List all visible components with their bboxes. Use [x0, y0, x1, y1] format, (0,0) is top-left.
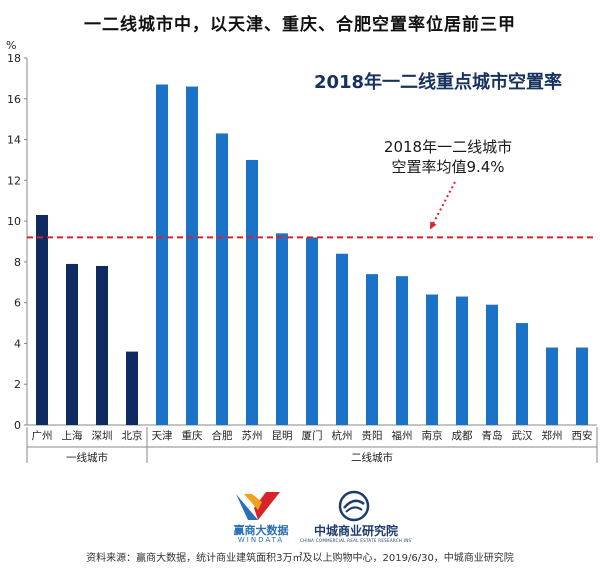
windata-logo-sub: WINDATA [237, 536, 285, 544]
x-tick-label: 合肥 [212, 429, 233, 442]
ccri-logo: 中城商业研究院 CHINA COMMERCIAL REAL ESTATE RES… [300, 490, 412, 546]
x-tick-label: 青岛 [482, 429, 503, 442]
chart-axes: 0 2 4 6 8 10 12 14 16 18% [6, 39, 597, 432]
bar-郑州 [546, 347, 558, 425]
x-tick-label: 昆明 [272, 430, 293, 442]
annotation-arrow [429, 181, 456, 230]
bar-天津 [156, 84, 168, 425]
x-tick-label: 天津 [152, 430, 173, 442]
annotation-arrow-head [430, 221, 437, 230]
x-tick-label: 深圳 [92, 430, 113, 442]
y-tick-label: 8 [14, 256, 21, 269]
source-note: 资料来源：赢商大数据，统计商业建筑面积3万㎡及以上购物中心，2019/6/30，… [86, 553, 514, 564]
x-tick-label: 贵阳 [362, 429, 383, 442]
windata-logo: 赢商大数据 WINDATA [226, 492, 296, 546]
x-tick-label: 北京 [122, 429, 143, 442]
x-tick-label: 西安 [572, 429, 593, 442]
x-tick-label: 上海 [62, 429, 83, 442]
bar-成都 [456, 296, 468, 425]
bar-广州 [36, 214, 48, 425]
x-tick-label: 成都 [452, 430, 473, 442]
logos: 赢商大数据 WINDATA 中城商业研究院 CHINA COMMERCIAL R… [0, 488, 600, 546]
windata-logo-name: 赢商大数据 [233, 524, 289, 537]
y-tick-label: 14 [7, 134, 21, 147]
bar-福州 [396, 276, 408, 425]
x-tick-label: 武汉 [512, 429, 533, 442]
y-tick-label: 16 [7, 93, 21, 106]
bar-青岛 [486, 304, 498, 425]
y-axis-unit: % [6, 39, 16, 52]
x-tick-label: 郑州 [542, 429, 563, 442]
bar-西安 [576, 347, 588, 425]
y-tick-label: 10 [7, 215, 21, 228]
windata-mark-icon [236, 492, 280, 520]
y-tick-label: 12 [7, 174, 21, 187]
chart-bars [36, 84, 588, 426]
y-tick-label: 2 [14, 378, 21, 391]
x-tick-label: 厦门 [302, 429, 323, 442]
bar-chart: 0 2 4 6 8 10 12 14 16 18% 广州 上海 深圳 北京 天津 重庆 合肥 苏州 昆明 厦门 杭州贵… [6, 39, 598, 464]
bar-北京 [126, 351, 138, 425]
annotation-line1: 2018年一二线城市 [384, 138, 512, 156]
y-tick-label: 0 [14, 419, 21, 432]
x-tick-label: 重庆 [182, 429, 203, 442]
bar-苏州 [246, 159, 258, 425]
bar-合肥 [216, 133, 228, 425]
chart-labels: 广州 上海 深圳 北京 天津 重庆 合肥 苏州 昆明 厦门 杭州 贵阳 福州 南京 成都 青岛 武汉 郑州 西安一线… [26, 427, 598, 464]
ccri-logo-name: 中城商业研究院 [313, 524, 398, 538]
bar-重庆 [186, 86, 198, 426]
group-label: 一线城市 [66, 451, 108, 464]
headline: 一二线城市中，以天津、重庆、合肥空置率位居前三甲 [84, 15, 516, 35]
chart-title: 2018年一二线重点城市空置率 [314, 71, 562, 93]
y-tick-label: 6 [14, 297, 21, 310]
bar-南京 [426, 294, 438, 425]
y-tick-label: 18 [7, 52, 21, 65]
x-tick-label: 广州 [32, 430, 53, 442]
annotation-line2: 空置率均值9.4% [391, 158, 504, 176]
ccri-logo-sub: CHINA COMMERCIAL REAL ESTATE RESEARCH IN… [300, 538, 412, 543]
ccri-mark-icon [338, 490, 370, 522]
x-tick-label: 南京 [422, 429, 443, 442]
x-tick-label: 福州 [392, 429, 413, 442]
x-tick-label: 苏州 [242, 429, 263, 442]
bar-深圳 [96, 265, 108, 425]
bar-贵阳 [366, 274, 378, 425]
y-tick-label: 4 [14, 337, 21, 350]
bar-昆明 [276, 233, 288, 425]
bar-武汉 [516, 323, 528, 425]
x-tick-label: 杭州 [332, 429, 353, 442]
bar-上海 [66, 263, 78, 425]
bar-杭州 [336, 253, 348, 425]
bar-厦门 [306, 237, 318, 425]
group-label: 二线城市 [351, 451, 393, 464]
